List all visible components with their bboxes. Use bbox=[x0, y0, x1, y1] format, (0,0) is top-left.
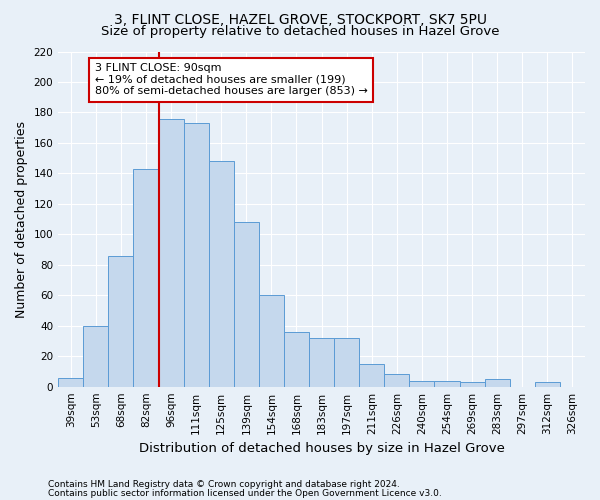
Bar bbox=[133, 169, 158, 386]
Bar bbox=[158, 118, 184, 386]
Text: 3 FLINT CLOSE: 90sqm
← 19% of detached houses are smaller (199)
80% of semi-deta: 3 FLINT CLOSE: 90sqm ← 19% of detached h… bbox=[95, 63, 368, 96]
Bar bbox=[259, 296, 284, 386]
Bar bbox=[409, 380, 434, 386]
Bar bbox=[309, 338, 334, 386]
Bar bbox=[234, 222, 259, 386]
Bar bbox=[109, 256, 133, 386]
Y-axis label: Number of detached properties: Number of detached properties bbox=[15, 120, 28, 318]
Bar bbox=[184, 123, 209, 386]
Bar bbox=[83, 326, 109, 386]
Bar bbox=[535, 382, 560, 386]
Text: Size of property relative to detached houses in Hazel Grove: Size of property relative to detached ho… bbox=[101, 25, 499, 38]
Bar bbox=[460, 382, 485, 386]
Bar bbox=[434, 380, 460, 386]
X-axis label: Distribution of detached houses by size in Hazel Grove: Distribution of detached houses by size … bbox=[139, 442, 505, 455]
Bar bbox=[485, 379, 510, 386]
Bar bbox=[58, 378, 83, 386]
Text: Contains public sector information licensed under the Open Government Licence v3: Contains public sector information licen… bbox=[48, 488, 442, 498]
Bar bbox=[385, 374, 409, 386]
Bar bbox=[284, 332, 309, 386]
Bar bbox=[334, 338, 359, 386]
Bar bbox=[209, 161, 234, 386]
Text: Contains HM Land Registry data © Crown copyright and database right 2024.: Contains HM Land Registry data © Crown c… bbox=[48, 480, 400, 489]
Text: 3, FLINT CLOSE, HAZEL GROVE, STOCKPORT, SK7 5PU: 3, FLINT CLOSE, HAZEL GROVE, STOCKPORT, … bbox=[113, 12, 487, 26]
Bar bbox=[359, 364, 385, 386]
